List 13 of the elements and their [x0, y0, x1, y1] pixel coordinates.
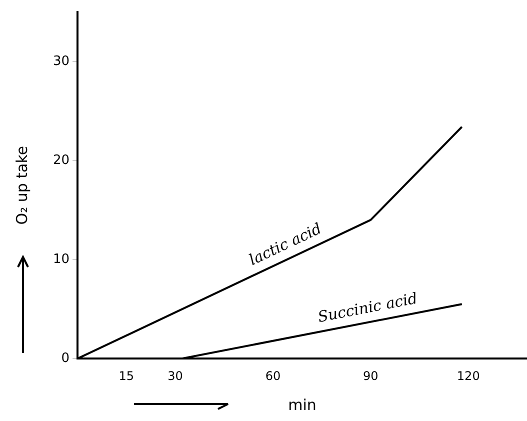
x-tick-label: 90	[363, 368, 378, 383]
x-tick-label: 120	[456, 368, 480, 383]
x-axis-title: min	[288, 396, 316, 414]
y-tick-label: 30	[52, 54, 70, 69]
text: Succinic acid	[316, 289, 419, 326]
x-tick-label: 30	[168, 368, 183, 383]
y-axis-title: O₂ up take	[12, 146, 31, 225]
y-tick-label: 0	[61, 350, 70, 366]
y-tick-label: 20	[52, 152, 70, 168]
text: lactic acid	[246, 219, 324, 269]
x-tick-label: 15	[118, 368, 134, 383]
y-tick-label: 10	[52, 252, 70, 267]
x-tick-label: 60	[265, 368, 281, 383]
